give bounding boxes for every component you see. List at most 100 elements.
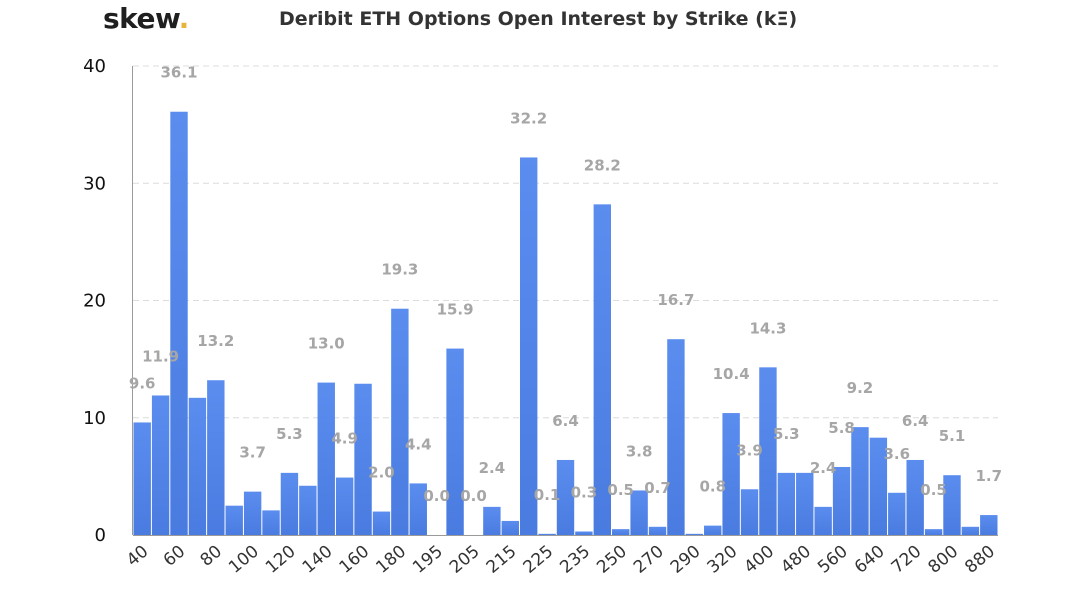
axes	[132, 66, 998, 536]
bar-50	[151, 395, 170, 535]
data-label: 3.7	[239, 444, 266, 462]
data-label: 5.1	[939, 427, 966, 445]
bar-850	[961, 526, 980, 535]
data-label: 2.4	[479, 459, 506, 477]
data-label: 0.8	[699, 478, 726, 496]
bar-750	[924, 529, 943, 535]
data-label: 0.0	[423, 487, 450, 505]
data-label: 15.9	[437, 301, 474, 319]
bar-230	[556, 459, 575, 535]
data-label: 9.2	[847, 379, 874, 397]
y-tick-label: 10	[83, 408, 106, 429]
x-tick-label: 40	[123, 542, 152, 571]
bar-400	[759, 367, 777, 535]
data-label: 0.7	[644, 479, 671, 497]
x-tick-label: 215	[483, 542, 521, 578]
skew-logo: skew.	[103, 2, 189, 35]
bar-300	[704, 525, 722, 535]
bar-190	[409, 483, 427, 535]
x-tick-label: 560	[814, 542, 852, 578]
gridlines	[133, 65, 998, 419]
x-tick-label: 250	[593, 542, 631, 578]
bar-420	[777, 472, 796, 535]
bar-180	[391, 308, 409, 535]
data-labels: 9.6 11.9 36.1 13.2 3.7 5.3 13.0 4.9 2.0 19.3 4.4 0.…	[129, 64, 1002, 505]
bar-250	[612, 529, 630, 535]
bar-215	[501, 520, 519, 535]
bars	[133, 111, 998, 536]
bar-500	[814, 506, 832, 535]
bar-270	[648, 526, 667, 535]
bar-170	[372, 511, 391, 535]
x-tick-label: 290	[667, 542, 705, 578]
data-label: 2.0	[368, 464, 395, 482]
data-label: 3.9	[736, 441, 763, 459]
bar-70	[188, 397, 207, 535]
x-tick-label: 180	[372, 542, 410, 578]
data-label: 6.4	[552, 412, 579, 430]
data-label: 4.9	[331, 430, 358, 448]
data-label: 6.4	[902, 412, 929, 430]
x-tick-label: 800	[924, 542, 962, 578]
y-tick-label: 20	[83, 291, 106, 312]
bar-220	[519, 157, 538, 535]
data-label: 5.3	[773, 425, 800, 443]
data-label: 19.3	[381, 261, 418, 279]
data-label: 28.2	[584, 156, 621, 174]
bar-150	[335, 477, 354, 535]
x-tick-label: 320	[704, 542, 742, 578]
bar-160	[354, 383, 372, 535]
data-label: 5.8	[828, 419, 855, 437]
data-label: 5.3	[276, 425, 303, 443]
data-label: 0.5	[920, 481, 947, 499]
y-axis-ticks: 0 10 20 30 40	[83, 56, 106, 546]
x-tick-label: 225	[520, 542, 558, 578]
y-tick-label: 30	[83, 173, 106, 194]
x-tick-label: 140	[299, 542, 337, 578]
bar-110	[262, 510, 280, 535]
bar-260	[630, 490, 648, 535]
bar-40	[133, 422, 151, 535]
data-label: 1.7	[976, 467, 1003, 485]
bar-880	[980, 515, 998, 535]
data-label: 4.4	[405, 435, 432, 453]
brand-dot: .	[178, 2, 190, 35]
bar-340	[740, 489, 759, 535]
data-label: 0.0	[460, 487, 487, 505]
data-label: 13.0	[308, 335, 345, 353]
data-label: 0.1	[534, 486, 561, 504]
bar-600	[851, 427, 869, 535]
bar-640	[869, 437, 888, 535]
bar-225	[538, 533, 556, 535]
x-tick-label: 235	[556, 542, 594, 578]
x-tick-label: 120	[262, 542, 300, 578]
data-label: 36.1	[161, 64, 198, 82]
data-label: 3.6	[883, 445, 910, 463]
x-tick-label: 880	[961, 542, 999, 578]
x-tick-label: 60	[160, 542, 189, 571]
x-tick-label: 640	[851, 542, 889, 578]
bar-130	[299, 485, 317, 535]
bar-240	[593, 204, 612, 536]
bar-100	[243, 491, 262, 535]
bar-210	[483, 506, 501, 535]
data-label: 3.8	[626, 442, 653, 460]
x-tick-label: 480	[777, 542, 815, 578]
x-tick-label: 720	[888, 542, 926, 578]
bar-680	[888, 492, 906, 535]
data-label: 9.6	[129, 374, 156, 392]
data-label: 0.3	[571, 483, 598, 501]
chart-title: Deribit ETH Options Open Interest by Str…	[279, 8, 798, 30]
x-tick-label: 270	[630, 542, 668, 578]
data-label: 0.5	[607, 481, 634, 499]
x-tick-label: 205	[446, 542, 484, 578]
x-axis-ticks: 40 60 80 100 120 140 160 180 195 205 215 225 235 250 2…	[123, 542, 999, 578]
data-label: 11.9	[142, 347, 179, 365]
data-label: 10.4	[713, 365, 750, 383]
y-tick-label: 0	[95, 525, 106, 546]
x-tick-label: 100	[225, 542, 263, 578]
bar-90	[225, 505, 243, 535]
bar-290	[685, 533, 704, 535]
data-label: 16.7	[657, 291, 694, 309]
